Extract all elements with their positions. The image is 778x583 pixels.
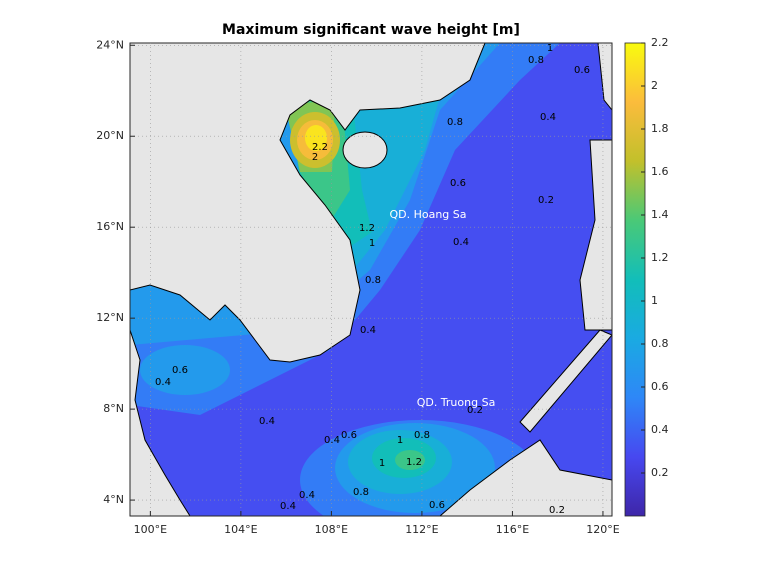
x-tick-label: 112°E xyxy=(405,523,438,536)
colorbar-tick-label: 0.4 xyxy=(651,423,669,436)
contour-label: 0.4 xyxy=(280,501,296,512)
y-tick-label: 20°N xyxy=(96,129,124,142)
x-tick-label: 120°E xyxy=(586,523,619,536)
colorbar-tick-label: 0.2 xyxy=(651,466,669,479)
map-area: 0.80.60.40.80.40.60.40.40.20.4 0.6 1 0.81 1.… xyxy=(130,43,612,516)
contour-label: 0.4 xyxy=(324,435,340,446)
colorbar-tick-label: 1 xyxy=(651,294,658,307)
contour-label: 0.2 xyxy=(549,505,565,516)
colorbar-tick-label: 1.4 xyxy=(651,208,669,221)
chart-title: Maximum significant wave height [m] xyxy=(222,22,520,38)
contour-label: 0.4 xyxy=(299,490,315,501)
x-tick-label: 108°E xyxy=(315,523,348,536)
contour-label: 0.6 xyxy=(172,365,188,376)
contour-label: 0.4 xyxy=(453,237,469,248)
x-tick-label: 116°E xyxy=(496,523,529,536)
colorbar xyxy=(624,42,646,517)
contour-label: 0.4 xyxy=(259,416,275,427)
colorbar-tick-label: 2.2 xyxy=(651,36,669,49)
land xyxy=(579,139,612,331)
contour-label: 0.4 xyxy=(360,325,376,336)
y-tick-label: 4°N xyxy=(103,493,124,506)
contour-label: 0.2 xyxy=(538,195,554,206)
land xyxy=(342,131,388,169)
land xyxy=(597,43,612,111)
contour-label: 1.2 xyxy=(359,223,375,234)
contour-label: 0.2 xyxy=(467,405,483,416)
contour-band xyxy=(140,345,230,395)
map-frame xyxy=(129,42,613,517)
contour-label: 0.4 xyxy=(540,112,556,123)
annotation: QD. Truong Sa xyxy=(417,396,496,409)
contour-label: 0.6 xyxy=(574,65,590,76)
colorbar-tick-label: 0.8 xyxy=(651,337,669,350)
contour-label: 1.2 xyxy=(406,457,422,468)
land xyxy=(130,43,486,363)
contour-label: 0.8 xyxy=(365,275,381,286)
contour-label: 1 xyxy=(547,43,553,54)
colorbar-tick-label: 1.6 xyxy=(651,165,669,178)
colorbar-tick-label: 1.8 xyxy=(651,122,669,135)
x-tick-label: 104°E xyxy=(224,523,257,536)
contour-label: 0.6 xyxy=(341,430,357,441)
contour-label: 0.6 xyxy=(429,500,445,511)
contour-label: 0.4 xyxy=(155,377,171,388)
land xyxy=(519,329,612,433)
colorbar-tick-label: 1.2 xyxy=(651,251,669,264)
colorbar-tick-label: 0.6 xyxy=(651,380,669,393)
contour-label: 0.8 xyxy=(528,55,544,66)
land xyxy=(130,329,191,516)
land xyxy=(439,439,612,516)
contour-label: 1 xyxy=(397,435,403,446)
colorbar-tick-label: 2 xyxy=(651,79,658,92)
contour-label: 0.8 xyxy=(447,117,463,128)
contour-label: 0.6 xyxy=(450,178,466,189)
y-tick-label: 24°N xyxy=(96,38,124,51)
contour-band xyxy=(395,450,425,470)
contour-band xyxy=(305,125,327,151)
y-tick-label: 8°N xyxy=(103,402,124,415)
contour-label: 2 xyxy=(312,152,318,163)
x-tick-label: 100°E xyxy=(134,523,167,536)
annotation: QD. Hoang Sa xyxy=(389,208,466,221)
contour-label: 1 xyxy=(369,238,375,249)
y-tick-label: 12°N xyxy=(96,311,124,324)
contour-label: 0.8 xyxy=(353,487,369,498)
contour-label: 1 xyxy=(379,458,385,469)
y-tick-label: 16°N xyxy=(96,220,124,233)
contour-label: 2.2 xyxy=(312,142,328,153)
